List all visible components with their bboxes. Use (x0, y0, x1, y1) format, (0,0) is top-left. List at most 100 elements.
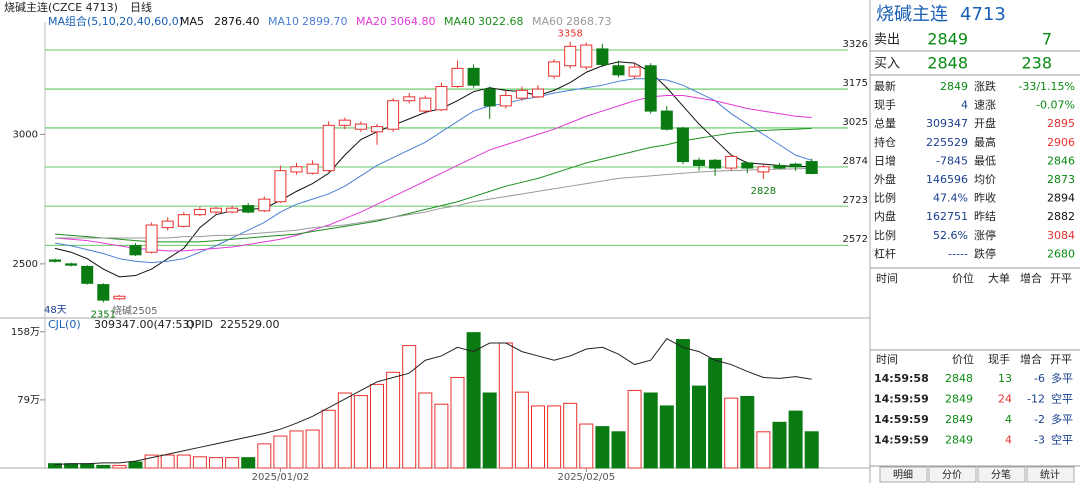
quote-value: 2906 (1047, 136, 1075, 149)
trade-volume: 13 (998, 372, 1012, 385)
candle-body (226, 207, 239, 213)
volume-bar (531, 405, 545, 469)
quote-label: 涨跌 (974, 79, 996, 93)
volume-bar (257, 443, 272, 469)
volume-bar (386, 371, 401, 469)
quote-label: 卖出 (874, 33, 900, 48)
right-tick-label: 3326 (843, 39, 868, 50)
column-header: 现手 (988, 352, 1010, 366)
volume-bar (627, 389, 642, 469)
candle-body (515, 89, 528, 99)
volume-bar (402, 345, 417, 469)
volume-bar (112, 464, 127, 469)
legend-value: 2876.40 (214, 15, 260, 28)
volume-bar (273, 435, 288, 469)
volume-bar (96, 464, 111, 469)
trade-kind: 多平 (1051, 412, 1073, 426)
candle-body (242, 205, 255, 213)
candle-body (193, 208, 206, 216)
legend-value: 2899.70 (302, 15, 348, 28)
candle-body (145, 224, 158, 253)
legend-name: MA40 (444, 15, 475, 28)
quote-label: 杠杆 (874, 246, 896, 260)
legend-value: 225529.00 (220, 318, 280, 331)
y-tick-label: 3000 (13, 129, 38, 140)
volume-bar (321, 409, 336, 469)
tab-label[interactable]: 明细 (893, 468, 913, 481)
candle-body (693, 159, 705, 166)
trade-time: 14:59:59 (874, 434, 929, 447)
quote-value: -33/1.15% (1018, 80, 1075, 93)
candle-body (435, 85, 448, 111)
contract: 烧碱2505 (112, 304, 157, 317)
legend-name: MA10 (268, 15, 299, 28)
volume-bar (370, 383, 384, 469)
tab-label[interactable]: 分笔 (991, 468, 1011, 481)
candle-body (532, 88, 544, 98)
volume-bar (48, 463, 62, 469)
tab[interactable] (879, 466, 928, 483)
candle-body (290, 166, 303, 173)
ma-line (54, 78, 812, 264)
window-title: 烧碱主连(CZCE 4713) (4, 1, 118, 14)
volume-bar (563, 402, 578, 469)
quote-value: -7845 (936, 154, 968, 167)
volume-bar (305, 429, 320, 469)
trade-oi: -12 (1027, 393, 1045, 406)
quote-label: 内盘 (874, 209, 896, 223)
candle-body (97, 284, 110, 301)
candle-body (306, 163, 319, 174)
trade-time: 14:59:59 (874, 393, 929, 406)
volume-bar (708, 358, 723, 469)
volume-bar (692, 385, 706, 469)
tab-label[interactable]: 统计 (1040, 468, 1060, 481)
column-header: 价位 (952, 352, 974, 366)
volume-bar (547, 405, 562, 469)
candle-body (596, 48, 609, 65)
volume-bar (418, 392, 433, 469)
tab[interactable] (928, 466, 977, 483)
day-count: 48天 (44, 305, 67, 316)
candle-body (757, 166, 770, 173)
price-annotation: 2828 (751, 186, 776, 197)
column-header: 增合 (1020, 352, 1042, 366)
quote-label: 比例 (874, 228, 896, 242)
candle-body (451, 67, 464, 87)
quote-label: 昨收 (974, 191, 996, 205)
trade-volume: 4 (1005, 434, 1012, 447)
candle-body (741, 162, 754, 169)
column-header: 时间 (876, 272, 898, 285)
volume-bar (209, 457, 223, 469)
y-tick-label: 158万 (11, 327, 40, 338)
quote-value: 2882 (1047, 210, 1075, 223)
trade-oi: -3 (1034, 434, 1045, 447)
candle-body (564, 45, 577, 67)
quote-value: ----- (948, 247, 968, 260)
candle-body (805, 161, 818, 174)
quote-value: 2849 (940, 80, 968, 93)
quote-label: 速涨 (974, 99, 996, 112)
quote-price: 2848 (927, 54, 968, 73)
candle-body (129, 245, 142, 256)
quote-value: 2894 (1047, 192, 1075, 205)
trade-kind: 空平 (1051, 433, 1073, 447)
candle-body (403, 96, 416, 102)
legend-title: MA组合(5,10,20,40,60,0) (48, 14, 183, 28)
tab-label[interactable]: 分价 (942, 469, 962, 481)
quote-volume: 7 (1042, 30, 1052, 49)
tab[interactable] (977, 466, 1026, 483)
candle-body (773, 164, 786, 169)
candle-body (371, 126, 383, 133)
candle-body (660, 110, 673, 130)
volume-bar (434, 403, 449, 469)
trade-oi: -6 (1034, 372, 1045, 385)
trade-price: 2848 (945, 372, 973, 385)
quote-value: 3084 (1047, 229, 1075, 242)
tab[interactable] (1026, 466, 1075, 483)
volume-bar (466, 332, 481, 469)
candle-body (628, 66, 641, 77)
price-annotation: 2351 (91, 309, 116, 320)
trade-time: 14:59:59 (874, 413, 929, 426)
volume-bar (595, 426, 610, 469)
